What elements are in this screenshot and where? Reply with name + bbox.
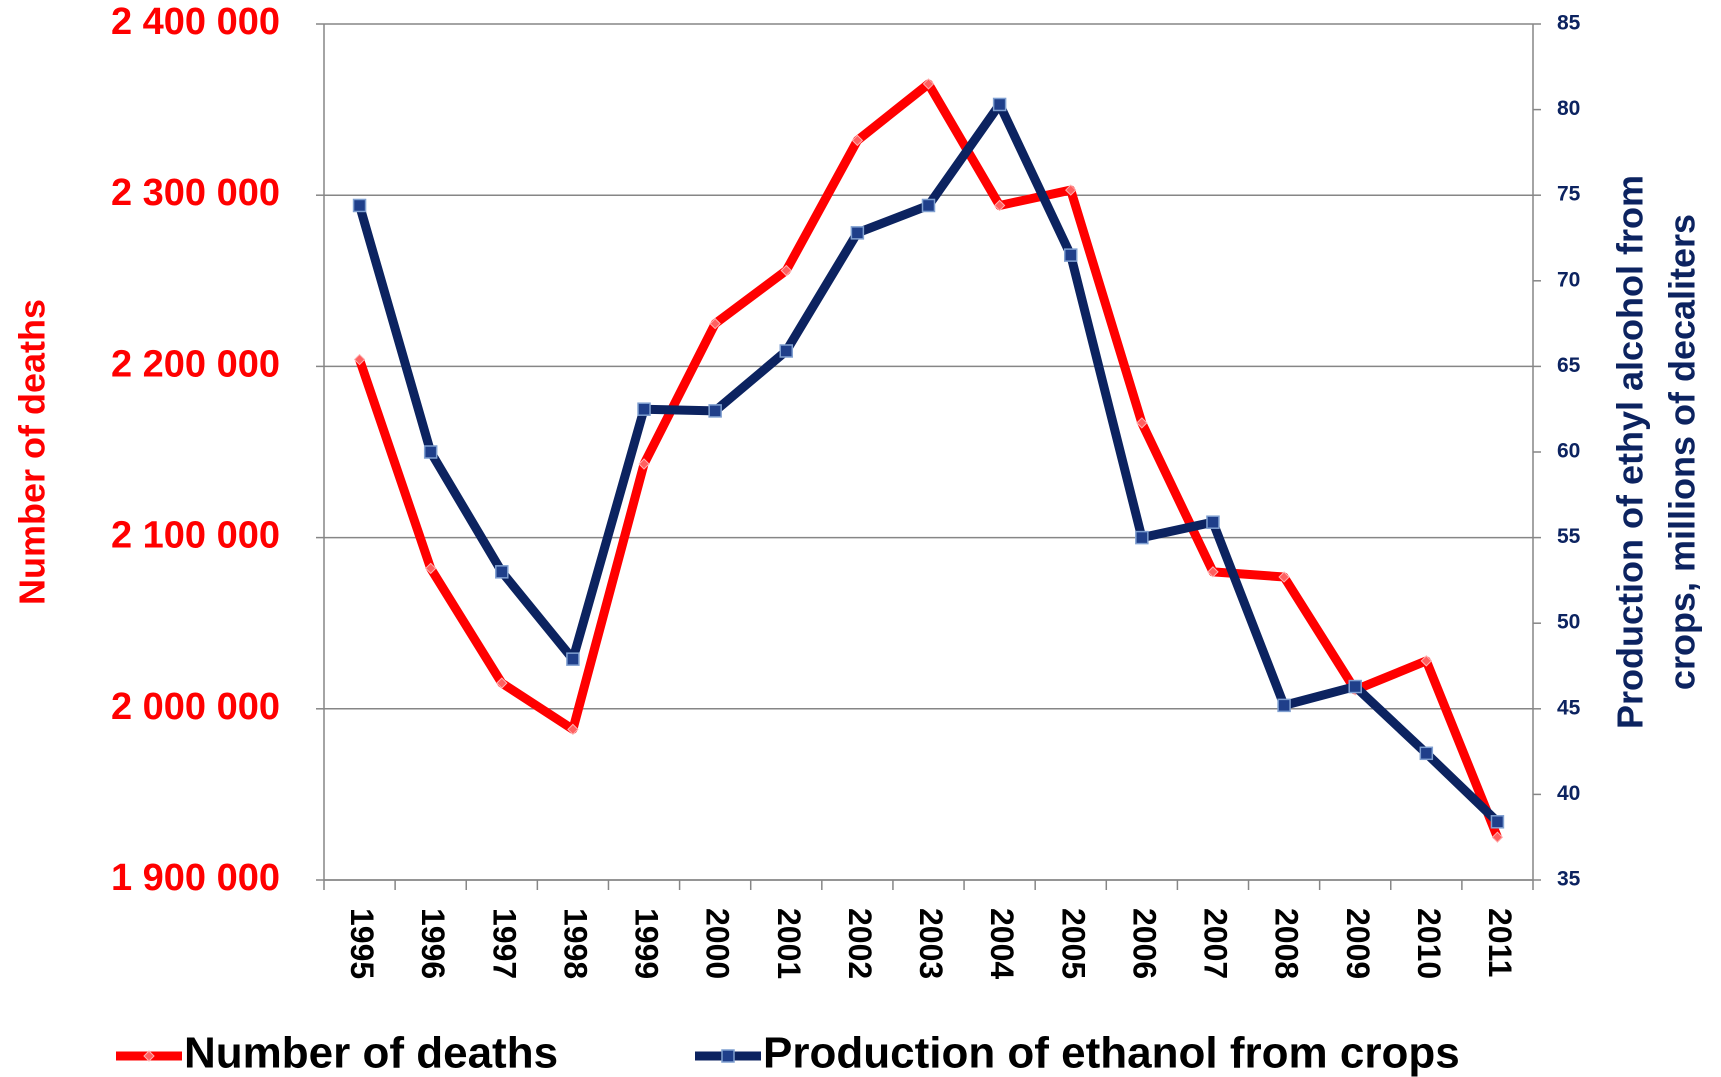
x-tick-label: 1999 bbox=[629, 908, 665, 979]
data-point bbox=[1278, 571, 1290, 583]
y-tick-label: 2 100 000 bbox=[111, 515, 280, 557]
data-point bbox=[1490, 815, 1505, 829]
y2-tick-label: 80 bbox=[1557, 97, 1580, 120]
data-point bbox=[1065, 184, 1077, 196]
y2-tick-label: 75 bbox=[1557, 183, 1581, 206]
x-tick-label: 1996 bbox=[415, 908, 451, 979]
y-tick-label: 2 400 000 bbox=[111, 1, 280, 43]
x-tick-label: 2011 bbox=[1482, 908, 1518, 977]
y2-tick-label: 40 bbox=[1557, 782, 1580, 805]
y2-tick-label: 85 bbox=[1557, 12, 1581, 35]
legend-label: Production of ethanol from crops bbox=[763, 1029, 1460, 1077]
data-point bbox=[709, 317, 721, 330]
y2-tick-label: 70 bbox=[1557, 268, 1580, 291]
y2-tick-label: 65 bbox=[1557, 354, 1581, 377]
data-point bbox=[780, 264, 792, 277]
x-tick-label: 1997 bbox=[486, 908, 522, 979]
data-point bbox=[1135, 530, 1149, 545]
x-tick-label: 2000 bbox=[700, 908, 736, 979]
y-tick-label: 2 200 000 bbox=[111, 343, 280, 385]
data-point bbox=[992, 97, 1007, 112]
data-point bbox=[1136, 417, 1148, 429]
data-point bbox=[850, 226, 865, 240]
x-tick-label: 1995 bbox=[344, 908, 380, 979]
legend-marker bbox=[721, 1049, 735, 1063]
data-point bbox=[353, 353, 366, 366]
data-point bbox=[779, 344, 794, 358]
data-point bbox=[352, 198, 367, 213]
data-point bbox=[921, 198, 936, 213]
x-tick-label: 2007 bbox=[1198, 908, 1234, 979]
x-tick-label: 2002 bbox=[842, 908, 878, 979]
y2-axis-title: Production of ethyl alcohol from bbox=[1610, 175, 1651, 729]
x-tick-label: 2009 bbox=[1340, 908, 1376, 979]
y2-tick-label: 45 bbox=[1557, 696, 1581, 719]
data-point bbox=[1277, 698, 1291, 713]
data-point bbox=[566, 652, 580, 666]
x-tick-label: 2004 bbox=[984, 908, 1020, 979]
y2-tick-label: 35 bbox=[1557, 868, 1581, 891]
data-point bbox=[708, 404, 722, 418]
y-tick-label: 2 300 000 bbox=[111, 172, 280, 214]
legend-label: Number of deaths bbox=[184, 1029, 558, 1077]
data-point bbox=[1491, 831, 1504, 843]
data-point bbox=[993, 199, 1006, 212]
data-point bbox=[851, 134, 864, 147]
x-tick-label: 2008 bbox=[1269, 908, 1305, 979]
x-tick-label: 2001 bbox=[771, 908, 807, 979]
y-tick-label: 1 900 000 bbox=[111, 857, 280, 899]
x-tick-label: 2003 bbox=[913, 908, 949, 979]
x-tick-label: 2005 bbox=[1055, 908, 1091, 979]
y-tick-label: 2 000 000 bbox=[111, 686, 280, 728]
y-axis-title: Number of deaths bbox=[12, 299, 53, 605]
data-point bbox=[1206, 515, 1220, 529]
data-point bbox=[922, 78, 935, 90]
y2-tick-label: 60 bbox=[1557, 440, 1580, 463]
x-tick-label: 1998 bbox=[557, 908, 593, 979]
y2-axis-title: crops, millions of decaliters bbox=[1662, 214, 1703, 690]
data-point bbox=[1063, 248, 1078, 262]
data-point bbox=[423, 445, 438, 459]
data-point bbox=[424, 562, 437, 575]
data-point bbox=[496, 677, 508, 689]
data-point bbox=[567, 723, 579, 736]
y2-tick-label: 55 bbox=[1557, 525, 1581, 548]
y2-tick-label: 50 bbox=[1557, 611, 1580, 634]
data-point bbox=[1207, 566, 1219, 578]
x-tick-label: 2006 bbox=[1126, 908, 1162, 979]
data-point bbox=[638, 458, 650, 470]
data-point bbox=[495, 565, 509, 579]
data-point bbox=[1419, 746, 1434, 761]
legend-marker bbox=[143, 1050, 155, 1062]
data-point bbox=[1348, 679, 1362, 694]
x-tick-label: 2010 bbox=[1411, 908, 1447, 979]
data-point bbox=[637, 402, 651, 416]
series-line bbox=[355, 79, 1502, 839]
data-point bbox=[1420, 655, 1433, 667]
